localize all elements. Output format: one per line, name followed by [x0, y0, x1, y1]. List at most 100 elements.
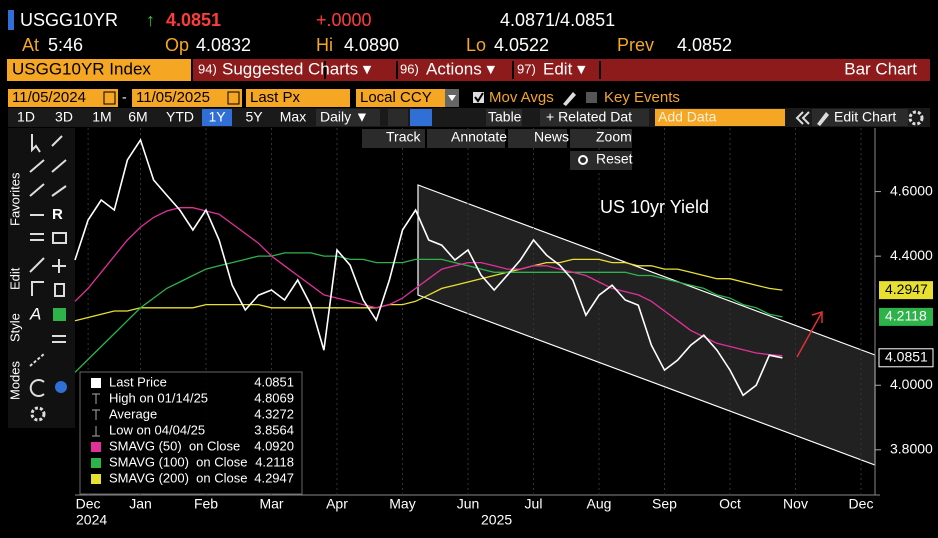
range-label[interactable]: Max [280, 109, 306, 125]
mode-tool[interactable] [29, 379, 45, 397]
last-value-label: 4.2947 [885, 281, 928, 297]
color-tool[interactable] [53, 308, 66, 321]
range-label[interactable]: 1M [92, 109, 111, 125]
rect-tool[interactable] [52, 232, 67, 244]
mov-avgs-checkbox[interactable] [473, 92, 484, 103]
check-mark [474, 92, 484, 103]
chart-tool[interactable]: Track [386, 129, 421, 145]
table-label[interactable]: Table [488, 109, 522, 125]
currency-selector[interactable] [356, 89, 458, 107]
year-label: 2024 [76, 512, 107, 528]
related-button[interactable] [540, 109, 649, 126]
start-date[interactable]: 11/05/2024 [12, 89, 86, 106]
range-label[interactable]: 5Y [245, 109, 263, 125]
legend-label: SMAVG (200) on Close [109, 470, 247, 485]
side-label: Edit [7, 267, 22, 290]
field[interactable]: Last Px [250, 89, 301, 106]
range-label[interactable]: YTD [166, 109, 194, 125]
annotate-button[interactable] [427, 129, 505, 148]
arrow-tool[interactable] [31, 281, 44, 296]
range-button[interactable] [88, 109, 116, 126]
chart-type[interactable]: Bar Chart [844, 59, 917, 78]
end-date-field[interactable] [132, 89, 242, 107]
mode-tool[interactable] [29, 353, 45, 367]
icon-button[interactable] [388, 109, 408, 126]
range-button[interactable] [240, 109, 268, 126]
ticker-marker [8, 10, 14, 30]
channel-tools[interactable] [29, 183, 67, 197]
calendar-icon[interactable] [227, 91, 240, 105]
security[interactable]: USGG10YR Index [12, 59, 151, 78]
chart-tool[interactable]: Annotate [451, 129, 507, 145]
range-button[interactable] [124, 109, 152, 126]
menu-number[interactable]: 96) [400, 61, 419, 76]
table-button[interactable] [486, 109, 522, 126]
tool-palette [8, 128, 75, 428]
legend-swatch [91, 442, 101, 452]
security-box[interactable] [7, 59, 191, 81]
chart-title: US 10yr Yield [600, 197, 709, 217]
range-label[interactable]: 6M [128, 109, 147, 125]
period[interactable]: Daily ▼ [320, 109, 369, 125]
trend-tools[interactable] [29, 159, 67, 173]
menu-item[interactable]: Actions ▾ [426, 59, 495, 78]
range-button[interactable] [276, 109, 310, 126]
add-data-field[interactable] [655, 109, 785, 126]
x-tick-label: Jan [129, 496, 152, 512]
palette-tool[interactable] [55, 381, 67, 393]
currency[interactable]: Local CCY [360, 89, 432, 106]
settings-icon[interactable] [30, 406, 46, 422]
zoom-button[interactable] [570, 129, 632, 148]
line-style[interactable] [52, 335, 66, 343]
mov-avgs-label[interactable]: Mov Avgs [489, 89, 554, 106]
field-selector[interactable] [246, 89, 350, 107]
menu-number[interactable]: 97) [517, 61, 536, 76]
key-events-label[interactable]: Key Events [604, 89, 680, 106]
stat-label: High on 01/14/25 [109, 390, 208, 405]
range-label[interactable]: 1Y [208, 109, 226, 125]
fib-tool[interactable] [30, 233, 44, 241]
series-line [74, 138, 783, 397]
text-tool[interactable]: A [29, 304, 41, 323]
range-button[interactable] [162, 109, 198, 126]
legend-value: 4.0851 [254, 374, 294, 389]
range-label[interactable]: 1D [17, 109, 35, 125]
text-tool[interactable]: R [52, 206, 63, 223]
x-tick-label: Mar [259, 496, 283, 512]
icon-button[interactable] [410, 109, 432, 126]
key-events-checkbox[interactable] [586, 92, 597, 103]
menu-item[interactable]: Suggested Charts ▾ [222, 59, 372, 78]
x-tick-label: Jul [525, 496, 543, 512]
settings-icon[interactable] [908, 110, 924, 126]
reset-label[interactable]: Reset [596, 151, 633, 167]
high-value: 4.0890 [344, 35, 399, 55]
period-selector[interactable] [316, 109, 380, 126]
range-button[interactable] [202, 109, 232, 126]
news-button[interactable] [508, 129, 567, 148]
time-label: At [22, 35, 39, 55]
edit-chart-button[interactable] [812, 109, 908, 126]
collapse-icon[interactable] [795, 111, 810, 125]
cursor-tool[interactable] [31, 134, 41, 153]
chart-tool[interactable]: News [534, 129, 569, 145]
pencil-icon[interactable] [563, 92, 576, 106]
end-date[interactable]: 11/05/2025 [136, 89, 210, 106]
range-button[interactable] [50, 109, 78, 126]
x-tick-label: May [389, 496, 415, 512]
add-data-placeholder[interactable]: Add Data [658, 109, 717, 125]
range-button[interactable] [12, 109, 40, 126]
trash-tool[interactable] [54, 283, 65, 297]
calendar-icon[interactable] [103, 91, 116, 105]
red-arrow[interactable] [796, 310, 823, 358]
chart-tool[interactable]: Zoom [596, 129, 632, 145]
draw-tools[interactable] [29, 257, 66, 273]
start-date-field[interactable] [8, 89, 118, 107]
track-button[interactable] [362, 129, 425, 148]
menu-item[interactable]: Edit ▾ [543, 59, 586, 78]
related-label[interactable]: + Related Dat [546, 109, 632, 125]
legend-box [79, 371, 303, 495]
edit-chart-label[interactable]: Edit Chart [834, 109, 896, 125]
line-tool[interactable] [51, 135, 63, 147]
range-label[interactable]: 3D [55, 109, 73, 125]
menu-number[interactable]: 94) [198, 61, 217, 76]
